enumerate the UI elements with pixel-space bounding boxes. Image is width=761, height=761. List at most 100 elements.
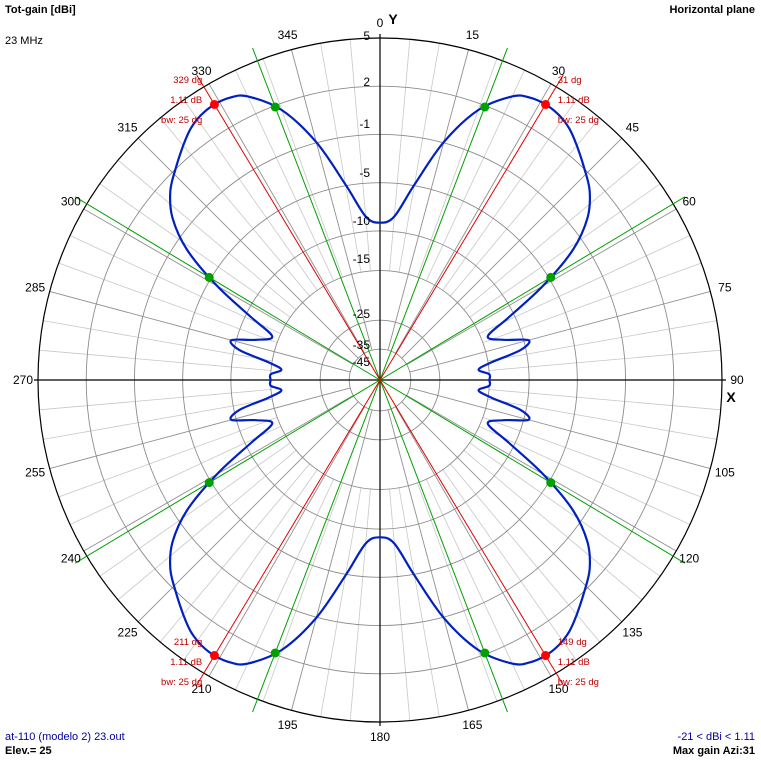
ring-value-label: -1 xyxy=(359,117,370,131)
minor-radial-gridline xyxy=(479,425,691,525)
minor-radial-gridline xyxy=(159,117,310,297)
angle-tick-label: 285 xyxy=(25,281,45,295)
minor-radial-gridline xyxy=(320,487,362,717)
ring-value-label: -45 xyxy=(353,355,371,369)
minor-radial-gridline xyxy=(235,479,335,691)
major-radial-gridline xyxy=(208,406,365,677)
max-gain-annotation: 1.11 dB xyxy=(170,95,202,106)
angle-tick-label: 240 xyxy=(61,552,81,566)
beamwidth-line xyxy=(252,379,381,713)
x-axis-label: X xyxy=(726,389,736,405)
max-gain-annotation: 31 dg xyxy=(558,75,582,86)
angle-tick-label: 45 xyxy=(626,121,640,135)
minor-radial-gridline xyxy=(69,425,281,525)
minor-radial-gridline xyxy=(39,349,272,371)
minor-radial-gridline xyxy=(450,463,601,643)
ring-value-label: -10 xyxy=(353,214,371,228)
beamwidth-marker xyxy=(480,648,490,658)
ring-value-label: -35 xyxy=(353,338,371,352)
beamwidth-marker xyxy=(204,272,214,282)
angle-tick-label: 90 xyxy=(730,373,744,387)
major-radial-gridline xyxy=(137,137,359,359)
angle-tick-label: 150 xyxy=(548,682,568,696)
major-radial-gridline xyxy=(137,401,359,623)
minor-radial-gridline xyxy=(450,117,601,297)
minor-radial-gridline xyxy=(69,235,281,335)
beamwidth-line xyxy=(379,196,686,381)
major-radial-gridline xyxy=(49,387,351,469)
minor-radial-gridline xyxy=(479,235,691,335)
minor-radial-gridline xyxy=(349,488,371,721)
max-gain-line xyxy=(379,74,564,381)
major-radial-gridline xyxy=(401,401,623,623)
minor-radial-gridline xyxy=(488,349,721,371)
minor-radial-gridline xyxy=(159,463,310,643)
max-gain-marker xyxy=(209,651,219,661)
angle-tick-label: 165 xyxy=(462,718,482,732)
major-radial-gridline xyxy=(387,49,469,351)
beamwidth-line xyxy=(379,379,686,564)
ring-value-label: -25 xyxy=(353,307,371,321)
max-gain-annotation: 1.11 dB xyxy=(558,657,590,668)
minor-radial-gridline xyxy=(425,69,525,281)
beamwidth-marker xyxy=(546,478,556,488)
minor-radial-gridline xyxy=(417,482,498,702)
major-radial-gridline xyxy=(401,137,623,359)
angle-tick-label: 135 xyxy=(622,625,642,639)
angle-tick-label: 300 xyxy=(61,195,81,209)
major-radial-gridline xyxy=(409,387,711,469)
minor-radial-gridline xyxy=(58,262,278,343)
minor-radial-gridline xyxy=(389,488,411,721)
angle-tick-label: 30 xyxy=(552,64,566,78)
major-radial-gridline xyxy=(395,406,552,677)
minor-radial-gridline xyxy=(99,442,291,577)
plane-label: Horizontal plane xyxy=(669,4,755,16)
minor-radial-gridline xyxy=(39,389,272,411)
minor-radial-gridline xyxy=(482,417,702,498)
major-radial-gridline xyxy=(409,291,711,373)
max-gain-annotation: bw: 25 dg xyxy=(558,677,599,688)
max-gain-label: Max gain Azi:31 xyxy=(672,745,755,757)
beamwidth-line xyxy=(74,379,381,564)
angle-tick-label: 75 xyxy=(718,281,732,295)
minor-radial-gridline xyxy=(469,183,661,318)
angle-tick-label: 15 xyxy=(466,28,480,42)
minor-radial-gridline xyxy=(183,99,318,291)
max-gain-marker xyxy=(541,99,551,109)
major-radial-gridline xyxy=(291,49,373,351)
angle-tick-label: 270 xyxy=(13,373,33,387)
minor-radial-gridline xyxy=(417,58,498,278)
frequency-label: 23 MHz xyxy=(5,35,43,47)
beamwidth-line xyxy=(379,47,508,381)
angle-tick-label: 330 xyxy=(191,64,211,78)
max-gain-marker xyxy=(209,99,219,109)
ring-value-label: 5 xyxy=(363,29,370,43)
minor-radial-gridline xyxy=(463,450,643,601)
minor-radial-gridline xyxy=(442,469,577,661)
minor-radial-gridline xyxy=(183,469,318,661)
max-gain-annotation: bw: 25 dg xyxy=(161,115,202,126)
ring-value-label: -5 xyxy=(359,166,370,180)
angle-tick-label: 315 xyxy=(118,121,138,135)
ring-value-label: 2 xyxy=(363,75,370,89)
minor-radial-gridline xyxy=(398,487,440,717)
minor-radial-gridline xyxy=(320,43,362,273)
chart-title: Tot-gain [dBi] xyxy=(5,4,76,16)
max-gain-annotation: 211 dg xyxy=(174,637,202,648)
gain-range-label: -21 < dBi < 1.11 xyxy=(677,731,755,743)
minor-radial-gridline xyxy=(398,43,440,273)
max-gain-line xyxy=(196,379,381,686)
angle-tick-label: 105 xyxy=(715,465,735,479)
max-gain-line xyxy=(196,74,381,381)
minor-radial-gridline xyxy=(117,450,297,601)
max-gain-annotation: 329 dg xyxy=(173,75,202,86)
y-axis-label: Y xyxy=(388,11,398,27)
minor-radial-gridline xyxy=(425,479,525,691)
major-radial-gridline xyxy=(291,409,373,711)
angle-tick-label: 60 xyxy=(682,195,696,209)
max-gain-annotation: bw: 25 dg xyxy=(558,115,599,126)
max-gain-annotation: 1.11 dB xyxy=(558,95,590,106)
elevation-label: Elev.= 25 xyxy=(5,745,52,757)
angle-tick-label: 210 xyxy=(191,682,211,696)
